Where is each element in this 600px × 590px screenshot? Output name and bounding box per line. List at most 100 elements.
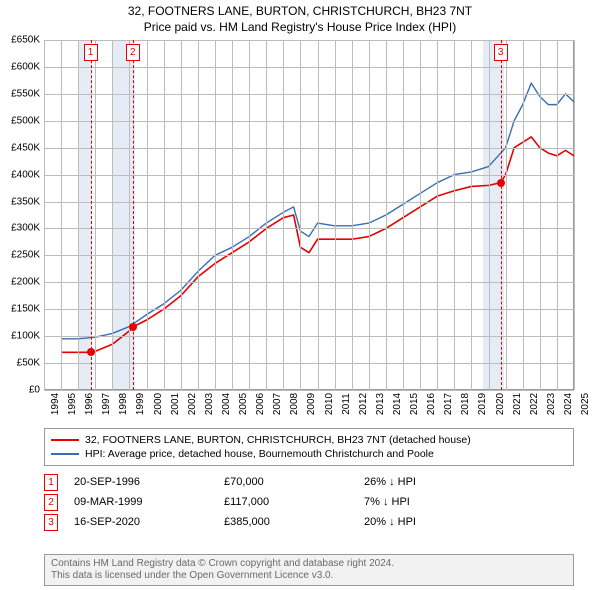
v-gridline [523, 40, 524, 390]
v-gridline [112, 40, 113, 390]
v-gridline [44, 40, 45, 390]
chart-lines [44, 40, 574, 390]
event-price: £385,000 [224, 516, 364, 528]
event-number-box: 1 [44, 474, 58, 491]
chart-plot: £0£50K£100K£150K£200K£250K£300K£350K£400… [44, 40, 574, 390]
v-gridline [386, 40, 387, 390]
chart-legend: 32, FOOTNERS LANE, BURTON, CHRISTCHURCH,… [44, 428, 574, 466]
x-axis-label: 1995 [67, 393, 78, 415]
x-axis-label: 2013 [375, 393, 386, 415]
y-axis-label: £600K [11, 61, 44, 72]
x-axis-label: 1996 [84, 393, 95, 415]
h-gridline [44, 228, 574, 229]
v-gridline [249, 40, 250, 390]
x-axis-label: 2012 [358, 393, 369, 415]
event-marker-box: 3 [494, 44, 508, 61]
event-line [133, 40, 134, 390]
event-delta: 26% ↓ HPI [364, 476, 564, 488]
event-row: 1 20-SEP-1996£70,00026% ↓ HPI [44, 472, 574, 492]
v-gridline [266, 40, 267, 390]
data-marker [87, 348, 95, 356]
y-axis-label: £50K [17, 358, 44, 369]
legend-label: HPI: Average price, detached house, Bour… [85, 447, 434, 461]
v-gridline [164, 40, 165, 390]
v-gridline [318, 40, 319, 390]
event-date: 16-SEP-2020 [74, 516, 224, 528]
chart-subtitle: Price paid vs. HM Land Registry's House … [0, 20, 600, 34]
v-gridline [129, 40, 130, 390]
x-axis-label: 2022 [529, 393, 540, 415]
h-gridline [44, 336, 574, 337]
v-gridline [557, 40, 558, 390]
event-delta: 20% ↓ HPI [364, 516, 564, 528]
y-axis-label: £250K [11, 250, 44, 261]
x-axis-label: 1998 [118, 393, 129, 415]
events-table: 1 20-SEP-1996£70,00026% ↓ HPI 2 09-MAR-1999… [44, 472, 574, 532]
event-date: 09-MAR-1999 [74, 496, 224, 508]
legend-label: 32, FOOTNERS LANE, BURTON, CHRISTCHURCH,… [85, 433, 471, 447]
event-row: 316-SEP-2020£385,00020% ↓ HPI [44, 512, 574, 532]
v-gridline [540, 40, 541, 390]
v-gridline [215, 40, 216, 390]
h-gridline [44, 175, 574, 176]
v-gridline [198, 40, 199, 390]
chart-title: 32, FOOTNERS LANE, BURTON, CHRISTCHURCH,… [0, 4, 600, 18]
y-axis-label: £650K [11, 35, 44, 46]
h-gridline [44, 40, 574, 41]
h-gridline [44, 255, 574, 256]
h-gridline [44, 282, 574, 283]
h-gridline [44, 363, 574, 364]
event-row: 209-MAR-1999£117,0007% ↓ HPI [44, 492, 574, 512]
x-axis-label: 2024 [563, 393, 574, 415]
v-gridline [454, 40, 455, 390]
data-marker [497, 179, 505, 187]
v-gridline [574, 40, 575, 390]
h-gridline [44, 94, 574, 95]
h-gridline [44, 121, 574, 122]
event-delta: 7% ↓ HPI [364, 496, 564, 508]
v-gridline [61, 40, 62, 390]
event-date: 20-SEP-1996 [74, 476, 224, 488]
x-axis-label: 2010 [324, 393, 335, 415]
v-gridline [506, 40, 507, 390]
v-gridline [300, 40, 301, 390]
h-gridline [44, 390, 574, 391]
y-axis-label: £150K [11, 304, 44, 315]
v-gridline [369, 40, 370, 390]
v-gridline [437, 40, 438, 390]
x-axis-label: 2020 [495, 393, 506, 415]
v-gridline [78, 40, 79, 390]
v-gridline [232, 40, 233, 390]
v-gridline [181, 40, 182, 390]
y-axis-label: £100K [11, 331, 44, 342]
y-axis-label: £300K [11, 223, 44, 234]
x-axis-label: 2017 [443, 393, 454, 415]
legend-item: 32, FOOTNERS LANE, BURTON, CHRISTCHURCH,… [51, 433, 567, 447]
x-axis-label: 2002 [187, 393, 198, 415]
v-gridline [352, 40, 353, 390]
x-axis-label: 2015 [409, 393, 420, 415]
v-gridline [489, 40, 490, 390]
v-gridline [403, 40, 404, 390]
h-gridline [44, 202, 574, 203]
event-number-box: 2 [44, 494, 58, 511]
x-axis-label: 2005 [238, 393, 249, 415]
x-axis-label: 2014 [392, 393, 403, 415]
x-axis-label: 2019 [477, 393, 488, 415]
y-axis-label: £400K [11, 169, 44, 180]
x-axis-label: 2023 [546, 393, 557, 415]
x-axis-label: 2001 [170, 393, 181, 415]
x-axis-label: 2018 [460, 393, 471, 415]
v-gridline [335, 40, 336, 390]
x-axis-label: 2007 [272, 393, 283, 415]
y-axis-label: £0 [29, 385, 44, 396]
x-axis-label: 2008 [289, 393, 300, 415]
event-price: £70,000 [224, 476, 364, 488]
data-marker [129, 323, 137, 331]
x-axis-label: 1999 [135, 393, 146, 415]
h-gridline [44, 148, 574, 149]
event-line [91, 40, 92, 390]
v-gridline [95, 40, 96, 390]
x-axis-label: 2016 [426, 393, 437, 415]
x-axis-label: 2011 [341, 393, 352, 415]
